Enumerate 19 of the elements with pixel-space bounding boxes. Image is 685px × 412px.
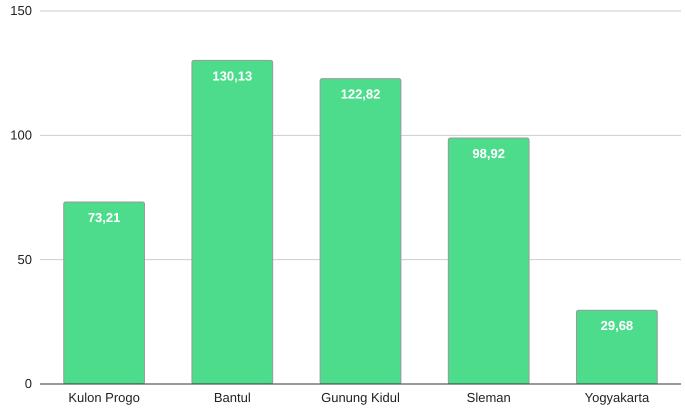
x-tick-label: Bantul xyxy=(214,390,251,406)
data-label: 98,92 xyxy=(472,146,505,162)
y-tick-label: 0 xyxy=(24,376,32,392)
y-tick-label: 50 xyxy=(18,252,32,267)
x-tick-label: Kulon Progo xyxy=(68,390,140,406)
x-tick-label: Sleman xyxy=(466,390,511,406)
bar xyxy=(63,201,145,384)
bar xyxy=(448,138,530,384)
y-tick-label: 100 xyxy=(10,127,32,142)
data-label: 122,82 xyxy=(340,86,380,102)
data-label: 130,13 xyxy=(212,68,252,84)
bar xyxy=(191,60,274,384)
data-label: 29,68 xyxy=(600,318,634,334)
y-tick-label: 150 xyxy=(10,3,32,18)
data-label: 73,21 xyxy=(88,210,120,225)
bar xyxy=(576,310,658,384)
x-tick-label: Gunung Kidul xyxy=(321,390,400,406)
bar xyxy=(320,78,402,384)
x-tick-label: Yogyakarta xyxy=(584,390,650,406)
